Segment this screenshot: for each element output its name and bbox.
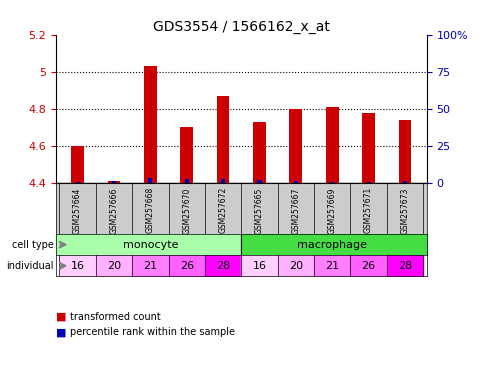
Bar xyxy=(112,181,116,183)
Bar xyxy=(289,109,302,183)
Bar xyxy=(398,120,410,183)
Text: cell type: cell type xyxy=(12,240,54,250)
Text: 26: 26 xyxy=(179,261,194,271)
Bar xyxy=(216,96,229,183)
Text: ■: ■ xyxy=(56,312,66,322)
Text: 21: 21 xyxy=(324,261,339,271)
Text: GSM257666: GSM257666 xyxy=(109,187,118,233)
Bar xyxy=(325,107,338,183)
Bar xyxy=(293,181,297,183)
Bar xyxy=(107,181,120,183)
Bar xyxy=(221,179,225,183)
Text: monocyte: monocyte xyxy=(122,240,178,250)
Bar xyxy=(71,146,84,183)
Bar xyxy=(362,113,374,183)
Text: GSM257671: GSM257671 xyxy=(363,187,372,233)
Text: macrophage: macrophage xyxy=(297,240,366,250)
Bar xyxy=(366,182,370,183)
Bar xyxy=(257,180,261,183)
Bar xyxy=(402,181,406,183)
Bar xyxy=(253,122,265,183)
Text: 20: 20 xyxy=(106,261,121,271)
Bar xyxy=(330,182,333,183)
Bar xyxy=(144,66,156,183)
Bar xyxy=(76,182,79,183)
Text: 28: 28 xyxy=(397,261,411,271)
Text: GSM257667: GSM257667 xyxy=(291,187,300,233)
Text: 21: 21 xyxy=(143,261,157,271)
Text: 28: 28 xyxy=(215,261,230,271)
Text: 16: 16 xyxy=(71,261,84,271)
Text: GSM257670: GSM257670 xyxy=(182,187,191,233)
Text: GSM257668: GSM257668 xyxy=(146,187,154,233)
Bar xyxy=(180,127,193,183)
Text: 26: 26 xyxy=(361,261,375,271)
Text: GSM257672: GSM257672 xyxy=(218,187,227,233)
Text: GSM257673: GSM257673 xyxy=(400,187,408,233)
Bar xyxy=(148,178,152,183)
Text: GSM257664: GSM257664 xyxy=(73,187,82,233)
Title: GDS3554 / 1566162_x_at: GDS3554 / 1566162_x_at xyxy=(152,20,329,33)
Text: GSM257665: GSM257665 xyxy=(255,187,263,233)
Text: individual: individual xyxy=(6,261,54,271)
Bar xyxy=(184,179,188,183)
Text: 20: 20 xyxy=(288,261,302,271)
Text: GSM257669: GSM257669 xyxy=(327,187,336,233)
Text: transformed count: transformed count xyxy=(70,312,161,322)
Text: percentile rank within the sample: percentile rank within the sample xyxy=(70,327,235,337)
Text: ■: ■ xyxy=(56,327,66,337)
Text: 16: 16 xyxy=(252,261,266,271)
